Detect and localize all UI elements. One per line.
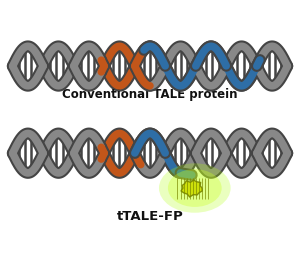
Text: Conventional TALE protein: Conventional TALE protein bbox=[62, 88, 238, 101]
Ellipse shape bbox=[159, 163, 231, 213]
Ellipse shape bbox=[168, 169, 222, 207]
Text: tTALE-FP: tTALE-FP bbox=[117, 210, 183, 223]
Polygon shape bbox=[181, 180, 202, 197]
